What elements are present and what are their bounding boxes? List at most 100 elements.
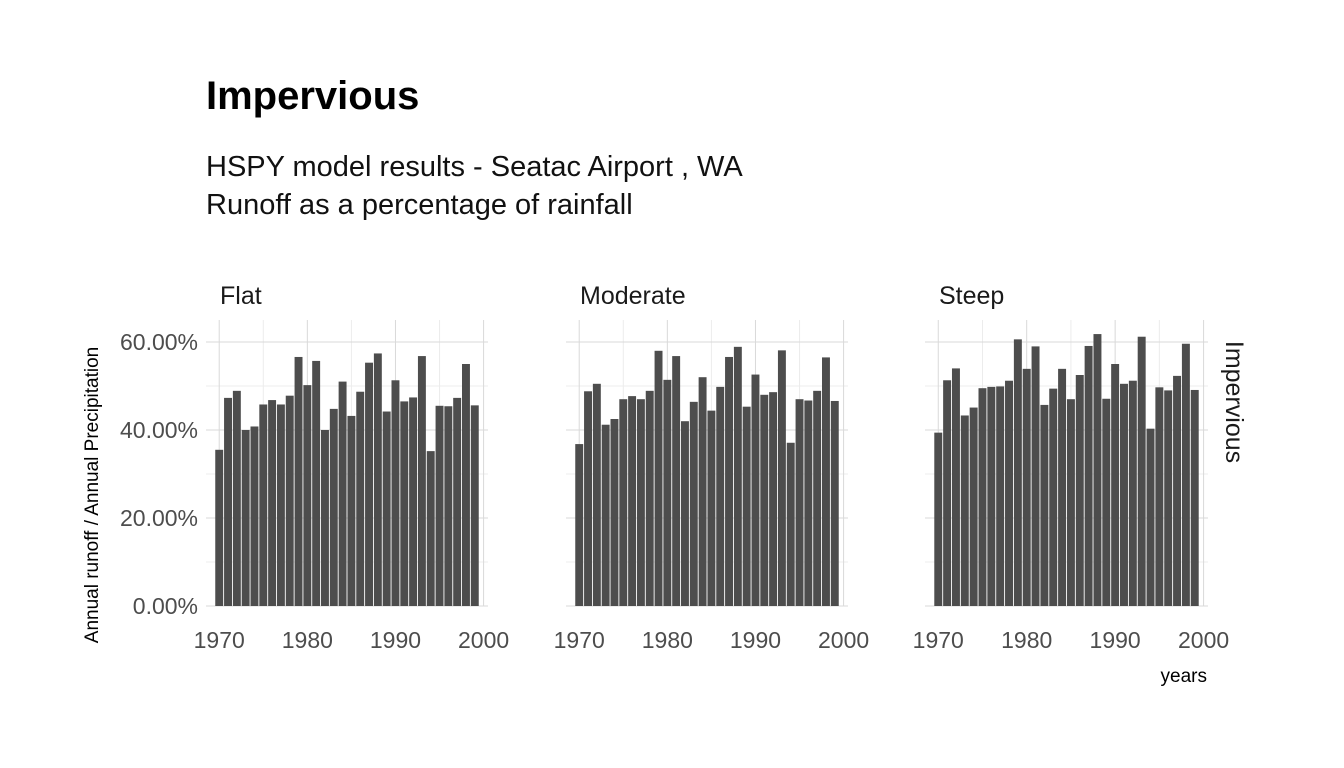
- bar-moderate-1984: [698, 377, 707, 606]
- bar-steep-1990: [1111, 364, 1120, 606]
- bar-steep-1992: [1128, 380, 1137, 606]
- bar-moderate-1976: [628, 396, 637, 606]
- bar-steep-1997: [1173, 375, 1182, 606]
- bar-flat-1970: [215, 449, 224, 606]
- bar-flat-1976: [268, 400, 277, 606]
- bar-steep-1985: [1066, 399, 1075, 606]
- chart-subtitle-line-1: HSPY model results - Seatac Airport , WA: [206, 151, 743, 183]
- bar-flat-1996: [444, 406, 453, 606]
- bar-moderate-1986: [716, 386, 725, 606]
- bar-steep-1974: [969, 407, 978, 606]
- bar-steep-1976: [987, 386, 996, 606]
- x-tick-label: 1980: [1001, 627, 1052, 653]
- x-tick-label: 1970: [554, 627, 605, 653]
- facet-panels: Flat 1970 1980 1990 2000 0.00% 20.00% 40.00% 60.…: [120, 282, 1229, 653]
- facet-label-moderate: Moderate: [580, 282, 686, 310]
- bar-moderate-1995: [795, 399, 804, 606]
- bar-moderate-1975: [619, 399, 628, 606]
- bar-moderate-1980: [663, 379, 672, 606]
- chart-subtitle-line-2: Runoff as a percentage of rainfall: [206, 189, 633, 221]
- bar-flat-1981: [312, 360, 321, 606]
- x-tick-label: 1990: [730, 627, 781, 653]
- bar-moderate-1992: [769, 392, 778, 606]
- bar-steep-1971: [943, 380, 952, 606]
- bar-flat-1973: [241, 430, 250, 606]
- y-tick-label: 0.00%: [133, 593, 198, 619]
- bar-flat-1987: [365, 362, 373, 606]
- bar-steep-1987: [1084, 345, 1093, 606]
- bar-flat-1971: [224, 397, 232, 606]
- bar-flat-1997: [453, 397, 462, 606]
- bar-moderate-1988: [733, 346, 742, 606]
- bar-steep-1996: [1164, 390, 1173, 606]
- bar-moderate-1996: [804, 400, 813, 606]
- bar-steep-1979: [1013, 339, 1022, 606]
- bar-flat-1989: [382, 411, 391, 606]
- bar-steep-1994: [1146, 428, 1155, 606]
- bar-flat-1998: [462, 364, 470, 606]
- x-tick-label: 2000: [818, 627, 869, 653]
- y-tick-label: 40.00%: [120, 417, 198, 443]
- bar-steep-1986: [1075, 375, 1084, 606]
- x-tick-label: 1990: [1090, 627, 1141, 653]
- x-tick-label: 1980: [642, 627, 693, 653]
- bar-moderate-1999: [830, 400, 839, 606]
- y-tick-label: 60.00%: [120, 329, 198, 355]
- facet-label-flat: Flat: [220, 282, 262, 310]
- bar-flat-1982: [321, 430, 329, 606]
- bar-flat-1978: [285, 395, 294, 606]
- bar-moderate-1982: [681, 421, 689, 606]
- facet-label-steep: Steep: [939, 282, 1004, 310]
- bar-moderate-1993: [777, 350, 786, 606]
- chart-title: Impervious: [206, 74, 420, 118]
- bar-flat-1988: [373, 353, 382, 606]
- bar-steep-1978: [1005, 380, 1013, 606]
- bar-flat-1999: [470, 405, 479, 606]
- bar-flat-1979: [294, 356, 303, 606]
- bar-flat-1990: [391, 380, 400, 606]
- bar-flat-1980: [303, 385, 312, 606]
- x-tick-label: 1980: [282, 627, 333, 653]
- bar-moderate-1974: [610, 419, 619, 606]
- bar-moderate-1981: [672, 356, 681, 606]
- bar-flat-1975: [259, 404, 268, 606]
- bar-moderate-1971: [584, 391, 592, 606]
- y-tick-label: 20.00%: [120, 505, 198, 531]
- bar-steep-1998: [1181, 343, 1190, 606]
- bar-steep-1970: [934, 432, 943, 606]
- bar-steep-1984: [1058, 368, 1067, 606]
- bar-moderate-1977: [636, 399, 645, 606]
- bar-moderate-1983: [689, 401, 698, 606]
- bar-steep-1993: [1137, 336, 1146, 606]
- bar-moderate-1990: [751, 374, 760, 606]
- bar-steep-1999: [1190, 389, 1199, 606]
- bar-moderate-1991: [760, 394, 769, 606]
- facet-strip-right-label: Impervious: [1220, 341, 1248, 463]
- bar-flat-1994: [426, 451, 435, 606]
- bar-steep-1973: [960, 415, 969, 606]
- x-tick-label: 1990: [370, 627, 421, 653]
- bar-moderate-1973: [601, 424, 610, 606]
- bar-steep-1991: [1120, 383, 1128, 606]
- bar-moderate-1987: [725, 356, 733, 606]
- bar-flat-1972: [232, 390, 241, 606]
- bar-moderate-1989: [742, 406, 751, 606]
- x-tick-label: 1970: [913, 627, 964, 653]
- bar-moderate-1970: [575, 444, 584, 606]
- bar-flat-1984: [338, 381, 347, 606]
- bar-moderate-1979: [654, 350, 663, 606]
- bar-steep-1989: [1102, 398, 1111, 606]
- facet-panel-steep: Steep 1970 1980 1990 2000: [913, 282, 1229, 653]
- x-tick-label: 1970: [194, 627, 245, 653]
- bar-flat-1986: [356, 391, 365, 606]
- facet-panel-flat: Flat 1970 1980 1990 2000 0.00% 20.00% 40.00% 60.…: [120, 282, 509, 653]
- bar-moderate-1985: [707, 410, 716, 606]
- bar-moderate-1998: [822, 357, 830, 606]
- bar-moderate-1972: [592, 383, 601, 606]
- x-tick-label: 2000: [1178, 627, 1229, 653]
- bar-steep-1995: [1155, 387, 1164, 606]
- bar-flat-1993: [417, 356, 426, 606]
- bar-flat-1974: [250, 426, 259, 606]
- x-tick-label: 2000: [458, 627, 509, 653]
